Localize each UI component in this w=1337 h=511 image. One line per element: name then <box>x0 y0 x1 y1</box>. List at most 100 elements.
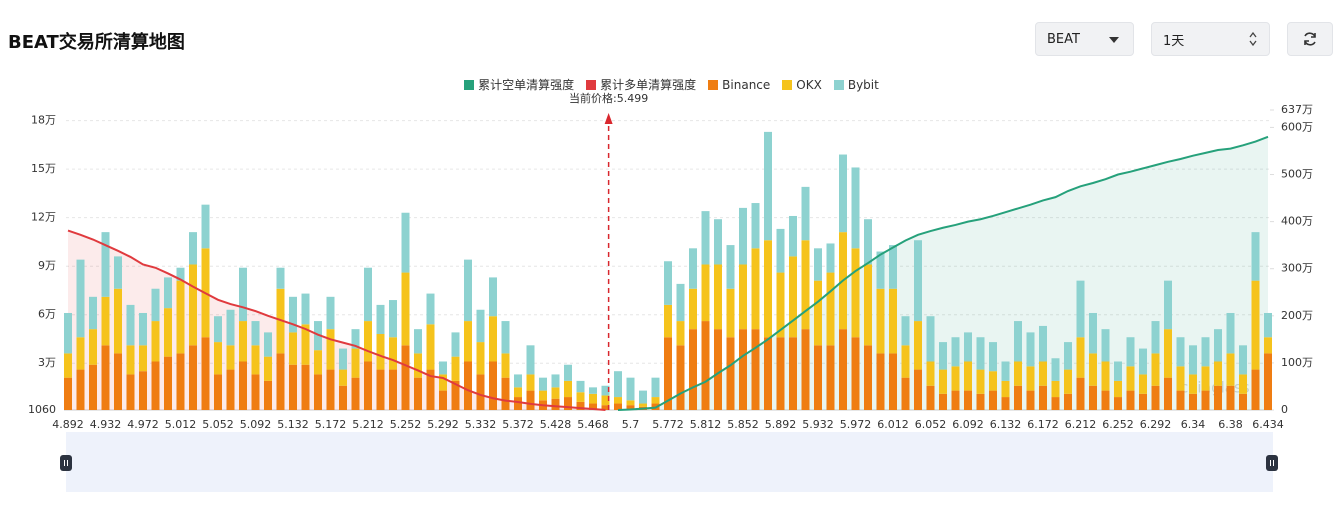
x-tick-label: 5.292 <box>427 418 459 431</box>
legend-item[interactable]: OKX <box>782 76 822 93</box>
refresh-button[interactable] <box>1287 22 1333 56</box>
bar-segment <box>289 364 297 410</box>
bar-segment <box>1126 337 1135 367</box>
x-tick-label: 6.434 <box>1252 418 1284 431</box>
legend-item[interactable]: 累计空单清算强度 <box>464 76 574 93</box>
bar-segment <box>1114 397 1122 410</box>
bar-segment <box>1089 385 1097 410</box>
bar-segment <box>214 316 222 343</box>
bar-segment <box>651 397 660 404</box>
bar-segment <box>1239 374 1247 394</box>
x-tick-label: 5.972 <box>840 418 872 431</box>
bar-segment <box>989 371 997 391</box>
bar-segment <box>789 215 797 257</box>
bar-segment <box>1264 353 1272 410</box>
bar-segment <box>1239 393 1247 410</box>
bar-segment <box>164 277 172 309</box>
bar-segment <box>764 337 772 410</box>
dropdown-arrow <box>1109 37 1119 43</box>
bar-segment <box>476 374 485 410</box>
bar-segment <box>1251 280 1260 370</box>
bar-segment <box>801 240 810 330</box>
bar-segment <box>676 321 685 346</box>
bar-segment <box>151 361 160 410</box>
legend-label: OKX <box>796 77 822 92</box>
bar-segment <box>276 267 285 289</box>
symbol-select[interactable]: BEAT <box>1035 22 1134 56</box>
bar-segment <box>364 321 372 362</box>
y2-tick-label: 600万 <box>1281 120 1313 133</box>
bar-segment <box>1226 312 1235 354</box>
bar-segment <box>1164 280 1172 330</box>
slider-handle-right[interactable] <box>1266 455 1278 471</box>
slider-handle-left[interactable] <box>60 455 72 471</box>
bar-segment <box>526 345 535 375</box>
bar-segment <box>551 398 560 410</box>
y-tick-label: 9万 <box>38 259 56 272</box>
bar-segment <box>876 251 885 289</box>
bar-segment <box>389 300 397 338</box>
x-tick-label: 6.252 <box>1102 418 1134 431</box>
bar-segment <box>864 219 872 265</box>
bar-segment <box>326 296 335 330</box>
legend-swatch <box>708 79 719 90</box>
bar-segment <box>614 371 622 398</box>
bar-segment <box>414 377 422 410</box>
bar-segment <box>814 248 822 281</box>
bar-segment <box>764 131 772 241</box>
bar-segment <box>526 374 535 391</box>
bar-segment <box>151 288 160 322</box>
bar-segment <box>301 364 310 410</box>
bar-segment <box>539 377 547 391</box>
period-select[interactable]: 1天 <box>1151 22 1270 56</box>
bar-segment <box>564 380 572 398</box>
bar-segment <box>451 332 460 357</box>
bar-segment <box>64 353 72 378</box>
bar-segment <box>976 393 985 410</box>
bar-segment <box>589 403 597 410</box>
bar-segment <box>1226 385 1235 410</box>
x-tick-label: 6.092 <box>952 418 984 431</box>
bar-segment <box>339 385 347 410</box>
bar-segment <box>326 329 335 370</box>
bar-segment <box>1001 397 1010 410</box>
bar-segment <box>101 296 110 346</box>
y-tick-label: 18万 <box>31 114 56 127</box>
bar-segment <box>101 232 110 297</box>
bar-segment <box>289 296 297 333</box>
bar-segment <box>676 345 685 410</box>
bar-segment <box>376 304 385 335</box>
legend-label: Bybit <box>847 77 879 92</box>
bar-segment <box>1239 345 1247 375</box>
bar-segment <box>189 264 197 346</box>
bar-segment <box>1151 321 1160 354</box>
range-slider[interactable] <box>66 432 1273 492</box>
bar-segment <box>839 154 847 233</box>
bar-segment <box>589 387 597 394</box>
bar-segment <box>189 345 197 410</box>
bar-segment <box>426 293 435 325</box>
bar-segment <box>864 345 872 410</box>
bar-segment <box>576 380 585 393</box>
legend-swatch <box>464 79 475 90</box>
legend-item[interactable]: Bybit <box>833 76 879 93</box>
bar-segment <box>676 283 685 322</box>
bar-segment <box>264 332 272 357</box>
bar-segment <box>126 304 135 346</box>
bar-segment <box>114 256 122 289</box>
period-value: 1天 <box>1163 33 1185 49</box>
legend: 累计空单清算强度 累计多单清算强度 Binance OKX Bybit <box>0 76 1337 93</box>
legend-item[interactable]: Binance <box>708 76 770 93</box>
bar-segment <box>426 324 435 370</box>
bar-segment <box>264 356 272 381</box>
legend-item[interactable]: 累计多单清算强度 <box>586 76 696 93</box>
bar-segment <box>801 186 810 241</box>
bar-segment <box>751 203 760 249</box>
bar-segment <box>1251 369 1260 410</box>
bar-segment <box>276 353 285 410</box>
bar-segment <box>126 345 135 375</box>
bar-segment <box>439 361 447 375</box>
bar-segment <box>239 267 247 322</box>
bar-segment <box>951 337 960 367</box>
area-fill <box>68 230 606 410</box>
